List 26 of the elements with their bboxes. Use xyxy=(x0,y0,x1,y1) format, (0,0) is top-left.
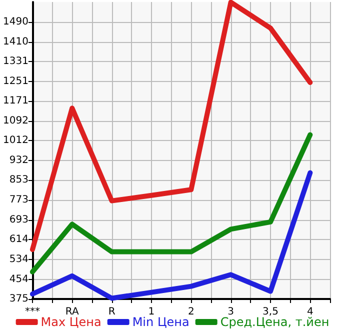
y-tick-label: 853 xyxy=(9,174,28,186)
y-tick-label: 1171 xyxy=(2,96,28,107)
x-tick-label: RA xyxy=(65,306,79,318)
y-tick-label: 1410 xyxy=(2,36,28,48)
y-tick-label: 534 xyxy=(9,254,28,265)
y-tick-label: 693 xyxy=(9,214,28,226)
y-tick-label: 1092 xyxy=(2,115,28,126)
y-tick-label: 1331 xyxy=(2,56,28,67)
legend-label: Max Цена xyxy=(40,315,102,329)
legend-label: Min Цена xyxy=(132,315,190,329)
y-tick-label: 1012 xyxy=(2,135,28,146)
x-tick-label: 4 xyxy=(306,306,314,318)
y-tick-label: 1251 xyxy=(2,76,28,87)
x-tick-label: *** xyxy=(24,306,40,318)
x-tick-label: 3,5 xyxy=(262,306,278,318)
x-tick-label: 3 xyxy=(228,306,234,318)
y-tick-label: 1490 xyxy=(2,16,28,28)
y-tick-label: 773 xyxy=(9,194,28,206)
x-tick-label: 1 xyxy=(148,306,155,318)
y-tick-label: 932 xyxy=(9,155,28,166)
y-tick-label: 614 xyxy=(9,234,28,246)
y-tick-label: 454 xyxy=(9,274,28,285)
x-tick-label: 2 xyxy=(188,306,194,318)
x-tick-label: R xyxy=(108,306,116,318)
legend-label: Сред.Цена, т.йен xyxy=(220,315,330,329)
y-tick-label: 375 xyxy=(9,294,28,304)
